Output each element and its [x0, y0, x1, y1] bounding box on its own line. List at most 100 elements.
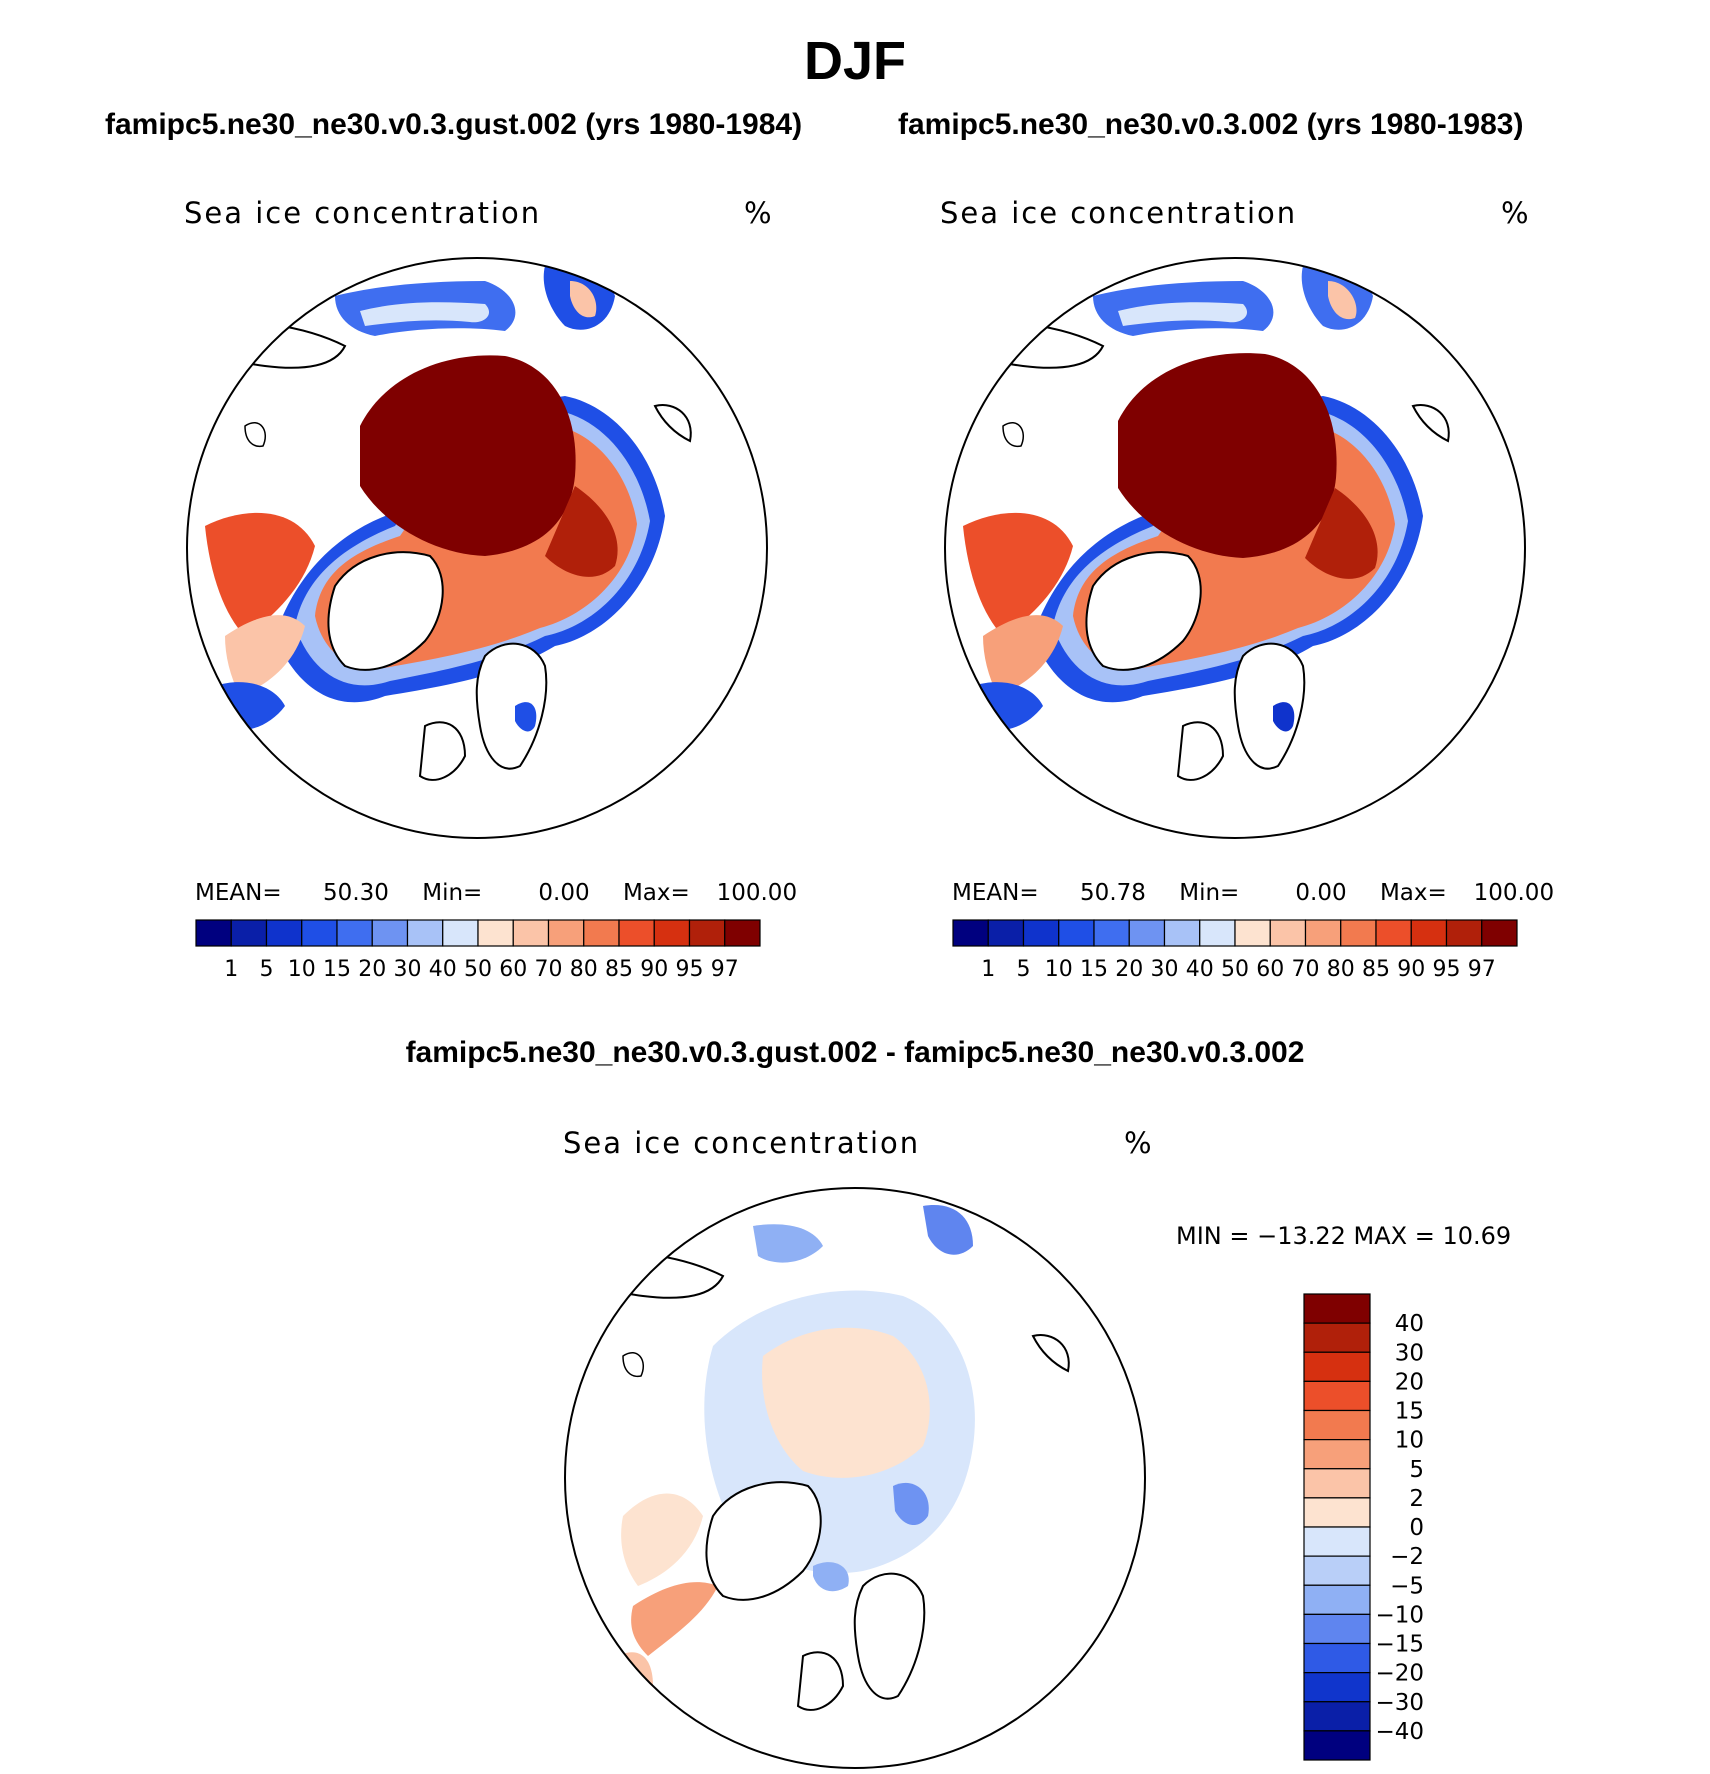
panel-1-map [186, 257, 768, 839]
panel-2-min-value: 0.00 [1295, 880, 1347, 906]
panel-2-map [944, 257, 1526, 839]
panel-1-colorbar-tick-label: 10 [288, 957, 316, 982]
panel-1-colorbar-tick-label: 80 [570, 957, 598, 982]
panel-2-colorbar-tick-label: 80 [1327, 957, 1355, 982]
diff-colorbar-tick-label: 15 [1395, 1399, 1424, 1425]
diff-colorbar-tick-label: 40 [1395, 1311, 1424, 1337]
diff-colorbar-tick-label: 30 [1395, 1340, 1424, 1366]
panel-2-colorbar-tick-label: 1 [981, 957, 995, 982]
panel-2-max-label: Max= [1379, 880, 1447, 906]
panel-2-colorbar-tick-label: 50 [1221, 957, 1249, 982]
panel-2-units-label: % [1501, 196, 1531, 230]
panel-2-colorbar-tick-label: 5 [1017, 957, 1031, 982]
panel-1-colorbar-tick-label: 30 [394, 957, 422, 982]
diff-colorbar-swatch-8 [1303, 1526, 1371, 1557]
panel-1-max-value: 100.00 [716, 880, 798, 906]
panel-1-colorbar-swatch-7 [442, 919, 479, 947]
panel-2-colorbar-swatch-11 [1340, 919, 1377, 947]
ice-core-dark [360, 355, 576, 556]
panel-2-colorbar-tick-label: 95 [1433, 957, 1461, 982]
panel-2-colorbar-swatch-12 [1375, 919, 1412, 947]
panel-2-colorbar-swatch-10 [1304, 919, 1342, 947]
panel-1-colorbar-tick-label: 5 [260, 957, 274, 982]
diff-colorbar-swatch-1 [1303, 1322, 1371, 1353]
panel-1-colorbar-swatch-0 [195, 919, 232, 947]
diff-colorbar-swatch-5 [1303, 1439, 1371, 1470]
panel-2-colorbar-swatch-14 [1445, 919, 1483, 947]
panel-1-colorbar-tick-label: 1 [224, 957, 238, 982]
panel-2-colorbar-swatch-6 [1163, 919, 1201, 947]
diff-colorbar-swatch-7 [1303, 1497, 1371, 1528]
panel-1-field-label: Sea ice concentration [184, 196, 542, 230]
panel-2-colorbar-swatch-15 [1481, 919, 1518, 947]
diff-colorbar-swatch-2 [1303, 1351, 1371, 1382]
panel-1-colorbar-swatch-15 [724, 919, 761, 947]
panel-1-colorbar-tick-label: 85 [605, 957, 633, 982]
panel-2-colorbar-tick-label: 40 [1186, 957, 1214, 982]
diff-colorbar-swatch-4 [1303, 1409, 1371, 1441]
panel-2-colorbar-swatch-3 [1058, 919, 1095, 947]
panel-2-max-value: 100.00 [1473, 880, 1555, 906]
panel-1-colorbar-swatch-13 [653, 919, 691, 947]
diff-colorbar-swatch-14 [1303, 1701, 1371, 1732]
diff-minmax: MIN = −13.22 MAX = 10.69 [1176, 1222, 1512, 1250]
diff-colorbar-swatch-6 [1303, 1468, 1371, 1499]
panel-2-colorbar-swatch-4 [1093, 919, 1130, 947]
panel-1-colorbar-swatch-4 [336, 919, 373, 947]
panel-1-colorbar-tick-label: 20 [358, 957, 386, 982]
panel-1-colorbar-swatch-2 [265, 919, 303, 947]
panel-2-colorbar-swatch-5 [1128, 919, 1166, 947]
diff-colorbar-swatch-12 [1303, 1642, 1371, 1674]
panel-2-colorbar-swatch-9 [1269, 919, 1307, 947]
panel-2-colorbar-tick-label: 85 [1362, 957, 1390, 982]
panel-1-colorbar-tick-label: 40 [429, 957, 457, 982]
diff-units-label: % [1124, 1126, 1154, 1160]
panel-2-colorbar-tick-label: 30 [1151, 957, 1179, 982]
diff-colorbar-swatch-15 [1303, 1730, 1371, 1761]
panel-1-colorbar-tick-label: 95 [676, 957, 704, 982]
panel-2-colorbar-swatch-7 [1199, 919, 1236, 947]
diff-colorbar-swatch-0 [1303, 1293, 1371, 1324]
panel-2-mean-label: MEAN= [952, 880, 1039, 906]
diff-colorbar-tick-label: −15 [1375, 1632, 1424, 1658]
panel-1-colorbar-swatch-14 [688, 919, 726, 947]
panel-1-stats: MEAN= 50.30 Min= 0.00 Max= 100.00 [195, 880, 797, 906]
panel-1-colorbar-swatch-1 [230, 919, 268, 947]
panel-1-colorbar-swatch-6 [406, 919, 444, 947]
scandinavia-land [475, 642, 548, 770]
panel-1-colorbar-tick-label: 60 [499, 957, 527, 982]
diff-colorbar-tick-label: 20 [1395, 1369, 1424, 1395]
panel-1-mean-label: MEAN= [195, 880, 282, 906]
panel-1-colorbar: 1 5 10 15 20 30 40 50 60 70 80 85 90 95 97 [195, 919, 761, 982]
diff-colorbar-swatch-10 [1303, 1584, 1371, 1615]
panel-1-colorbar-swatch-8 [477, 919, 514, 947]
greenland-land [327, 551, 444, 671]
diff-colorbar-tick-label: 2 [1409, 1486, 1424, 1512]
diff-title: famipc5.ne30_ne30.v0.3.gust.002 - famipc… [405, 1036, 1305, 1069]
panel-1-colorbar-swatch-12 [618, 919, 655, 947]
panel-1-colorbar-swatch-11 [583, 919, 620, 947]
panel-1-colorbar-swatch-3 [301, 919, 338, 947]
panel-2-colorbar-swatch-8 [1234, 919, 1271, 947]
panel-2-stats: MEAN= 50.78 Min= 0.00 Max= 100.00 [952, 880, 1554, 906]
panel-1-colorbar-swatch-5 [371, 919, 409, 947]
panel-1-colorbar-tick-label: 70 [535, 957, 563, 982]
panel-2-colorbar-tick-label: 10 [1045, 957, 1073, 982]
panel-1-max-label: Max= [622, 880, 690, 906]
diff-colorbar-swatch-9 [1303, 1555, 1371, 1586]
diff-colorbar-tick-label: −30 [1375, 1690, 1424, 1716]
panel-2-min-label: Min= [1179, 880, 1240, 906]
diff-colorbar-swatch-13 [1303, 1672, 1371, 1703]
diff-colorbar-tick-label: −5 [1390, 1573, 1424, 1599]
panel-2-colorbar-swatch-0 [952, 919, 989, 947]
panel-2-colorbar: 1 5 10 15 20 30 40 50 60 70 80 85 90 95 97 [952, 919, 1518, 982]
panel-2-colorbar-tick-label: 20 [1115, 957, 1143, 982]
panel-1-colorbar-tick-label: 15 [323, 957, 351, 982]
diff-map [564, 1187, 1146, 1769]
panel-2-mean-value: 50.78 [1080, 880, 1146, 906]
panel-1-min-label: Min= [422, 880, 483, 906]
panel-2-colorbar-tick-label: 15 [1080, 957, 1108, 982]
diff-colorbar-swatch-11 [1303, 1613, 1371, 1645]
diff-colorbar-tick-label: −20 [1375, 1661, 1424, 1687]
